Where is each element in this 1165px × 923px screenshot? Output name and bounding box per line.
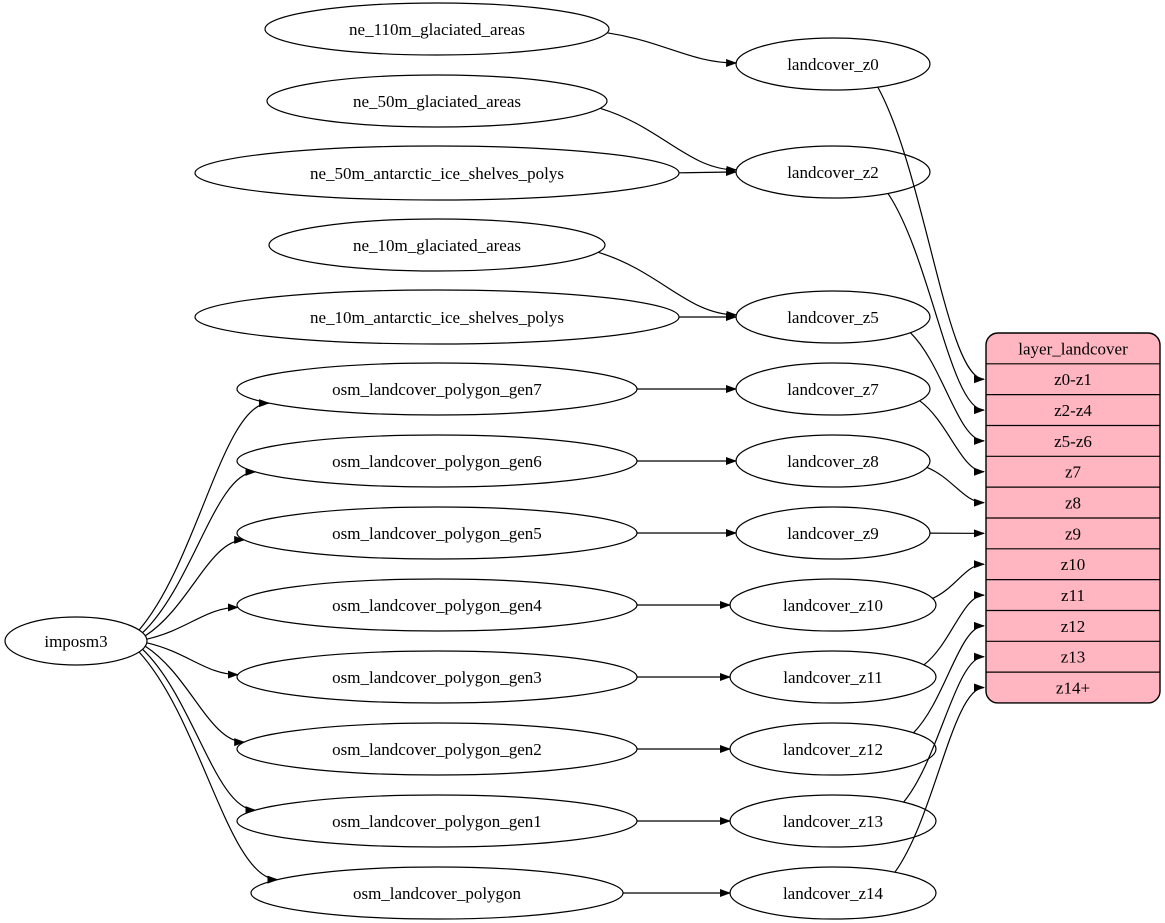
edge-imposm3-to-osm_landcover_polygon_gen3: [146, 642, 239, 679]
node-osm_landcover_polygon_gen2: osm_landcover_polygon_gen2: [236, 722, 638, 776]
node-label: ne_10m_antarctic_ice_shelves_polys: [310, 308, 564, 327]
edge-landcover_z8-to-layer_landcover-row-z8: [926, 466, 985, 507]
node-osm_landcover_polygon_gen7: osm_landcover_polygon_gen7: [236, 362, 638, 416]
node-osm_landcover_polygon_gen3: osm_landcover_polygon_gen3: [236, 650, 638, 704]
node-landcover_z10: landcover_z10: [729, 578, 937, 632]
edge-landcover_z7-to-layer_landcover-row-z7: [919, 400, 985, 476]
edge-landcover_z2-to-layer_landcover-row-z2-z4: [887, 193, 985, 415]
node-ne_50m_glaciated_areas: ne_50m_glaciated_areas: [266, 74, 608, 128]
node-label: osm_landcover_polygon_gen5: [332, 524, 542, 543]
node-label: osm_landcover_polygon_gen1: [332, 812, 542, 831]
edge-landcover_z11-to-layer_landcover-row-z11: [923, 591, 985, 666]
node-osm_landcover_polygon_gen6: osm_landcover_polygon_gen6: [236, 434, 638, 488]
node-ne_50m_antarctic_ice_shelves_polys: ne_50m_antarctic_ice_shelves_polys: [194, 145, 680, 201]
node-label: osm_landcover_polygon_gen6: [332, 452, 542, 471]
node-landcover_z5: landcover_z5: [735, 290, 931, 344]
edge-landcover_z13-to-layer_landcover-row-z13: [903, 652, 985, 803]
node-label: osm_landcover_polygon_gen4: [332, 596, 542, 615]
node-ellipse: [4, 616, 148, 666]
node-osm_landcover_polygon_gen5: osm_landcover_polygon_gen5: [236, 506, 638, 560]
node-osm_landcover_polygon_gen1: osm_landcover_polygon_gen1: [236, 794, 638, 848]
table-title: layer_landcover: [1018, 339, 1128, 358]
node-osm_landcover_polygon_gen4: osm_landcover_polygon_gen4: [236, 578, 638, 632]
node-label: ne_110m_glaciated_areas: [349, 20, 525, 39]
table-row-z0-z1: z0-z1: [1054, 370, 1092, 389]
node-label: landcover_z14: [783, 884, 884, 903]
table-row-z12: z12: [1061, 617, 1086, 636]
node-label: landcover_z11: [783, 668, 882, 687]
node-osm_landcover_polygon: osm_landcover_polygon: [250, 866, 624, 920]
table-row-z9: z9: [1065, 524, 1081, 543]
node-landcover_z9: landcover_z9: [735, 506, 931, 560]
edge-landcover_z0-to-layer_landcover-row-z0-z1: [877, 86, 985, 384]
node-landcover_z7: landcover_z7: [735, 362, 931, 416]
node-label: landcover_z7: [787, 380, 879, 399]
edge-ne_50m_antarctic_ice_shelves_polys-to-landcover_z2: [678, 168, 737, 177]
node-landcover_z2: landcover_z2: [735, 145, 931, 199]
edge-ne_50m_glaciated_areas-to-landcover_z2: [599, 107, 738, 174]
table-layer_landcover: layer_landcover z0-z1 z2-z4 z5-z6 z7 z8 z9 z10 z…: [985, 332, 1161, 704]
table-row-z8: z8: [1065, 494, 1081, 513]
table-row-z14+: z14+: [1056, 679, 1090, 698]
edge-landcover_z14-to-layer_landcover-row-z14+: [894, 683, 985, 873]
node-landcover_z13: landcover_z13: [729, 794, 937, 848]
node-label: landcover_z9: [787, 524, 879, 543]
node-ellipse: [264, 2, 610, 56]
table-row-z13: z13: [1061, 648, 1086, 667]
node-label: landcover_z8: [787, 452, 879, 471]
node-label: osm_landcover_polygon_gen3: [332, 668, 542, 687]
node-label: osm_landcover_polygon_gen2: [332, 740, 542, 759]
node-landcover_z8: landcover_z8: [735, 434, 931, 488]
node-ellipse: [268, 218, 606, 272]
edge-imposm3-to-osm_landcover_polygon_gen1: [142, 648, 257, 815]
edge-imposm3-to-osm_landcover_polygon_gen2: [144, 645, 246, 747]
node-landcover_z0: landcover_z0: [735, 37, 931, 91]
edge-landcover_z12-to-layer_landcover-row-z12: [913, 621, 985, 734]
node-label: ne_10m_glaciated_areas: [353, 236, 521, 255]
node-label: ne_50m_glaciated_areas: [353, 92, 521, 111]
node-label: landcover_z5: [787, 308, 879, 327]
node-ne_10m_glaciated_areas: ne_10m_glaciated_areas: [268, 218, 606, 272]
node-landcover_z11: landcover_z11: [729, 650, 937, 704]
node-ne_110m_glaciated_areas: ne_110m_glaciated_areas: [264, 2, 610, 56]
node-label: landcover_z0: [787, 55, 879, 74]
node-ellipse: [266, 74, 608, 128]
edge-landcover_z5-to-layer_landcover-row-z5-z6: [909, 332, 985, 445]
table-row-z5-z6: z5-z6: [1054, 432, 1092, 451]
node-label: osm_landcover_polygon_gen7: [332, 380, 542, 399]
node-label: osm_landcover_polygon: [353, 884, 522, 903]
table-row-z7: z7: [1065, 463, 1082, 482]
table-row-z11: z11: [1061, 586, 1085, 605]
node-landcover_z14: landcover_z14: [729, 866, 937, 920]
edge-ne_110m_glaciated_areas-to-landcover_z0: [607, 32, 738, 67]
edge-landcover_z10-to-layer_landcover-row-z10: [932, 560, 985, 599]
node-ellipse: [194, 145, 680, 201]
node-label: landcover_z10: [783, 596, 883, 615]
edge-imposm3-to-osm_landcover_polygon: [138, 651, 279, 884]
node-ne_10m_antarctic_ice_shelves_polys: ne_10m_antarctic_ice_shelves_polys: [194, 289, 680, 345]
node-label: landcover_z2: [787, 163, 879, 182]
node-imposm3: imposm3: [4, 616, 148, 666]
node-label: landcover_z13: [783, 812, 883, 831]
node-label: landcover_z12: [783, 740, 883, 759]
edge-imposm3-to-osm_landcover_polygon_gen6: [142, 467, 257, 634]
edge-imposm3-to-osm_landcover_polygon_gen7: [138, 399, 270, 631]
edge-ne_10m_glaciated_areas-to-landcover_z5: [598, 251, 738, 319]
node-label: ne_50m_antarctic_ice_shelves_polys: [310, 164, 564, 183]
node-landcover_z12: landcover_z12: [729, 722, 937, 776]
node-label: imposm3: [44, 632, 107, 651]
edge-imposm3-to-osm_landcover_polygon_gen4: [146, 603, 239, 640]
table-row-z10: z10: [1061, 555, 1086, 574]
table-row-z2-z4: z2-z4: [1054, 401, 1092, 420]
edge-imposm3-to-osm_landcover_polygon_gen5: [144, 535, 246, 637]
